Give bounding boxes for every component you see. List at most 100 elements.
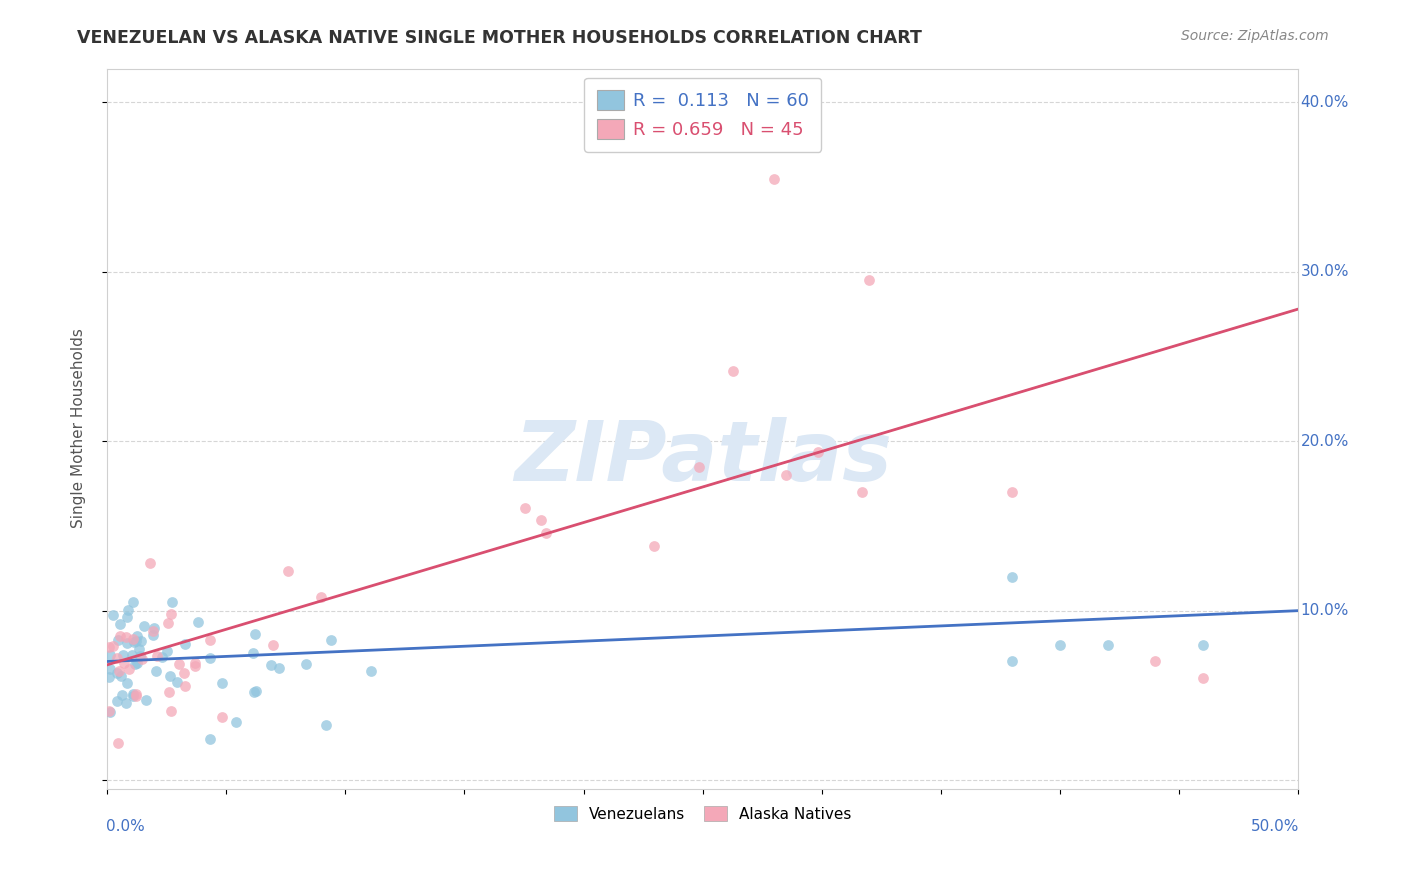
Text: 40.0%: 40.0% [1301,95,1348,110]
Point [277,564,299,578]
Point [124,687,146,701]
Point [157,685,180,699]
Point [108,629,131,643]
Point [315,718,337,732]
Point [115,676,138,690]
Point [129,634,152,648]
Point [173,679,195,693]
Point [98,670,121,684]
Point [198,651,221,665]
Y-axis label: Single Mother Households: Single Mother Households [72,328,86,528]
Point [851,484,873,499]
Point [530,513,553,527]
Point [260,658,283,673]
Point [105,693,128,707]
Point [159,607,181,622]
Point [183,658,205,673]
Text: Source: ZipAtlas.com: Source: ZipAtlas.com [1181,29,1329,43]
Point [118,662,141,676]
Point [125,689,148,703]
Point [198,732,221,747]
Point [115,636,138,650]
Point [122,595,145,609]
Point [360,664,382,678]
Point [100,648,122,662]
Point [124,657,146,671]
Point [157,616,180,631]
Point [198,632,221,647]
Point [139,556,162,570]
Point [159,704,181,718]
Point [107,633,129,648]
Point [131,651,153,665]
Point [1144,655,1167,669]
Point [1001,485,1024,500]
Point [211,710,233,724]
Point [1192,672,1215,686]
Point [245,627,267,641]
Point [159,668,181,682]
Point [321,633,343,648]
Point [160,595,183,609]
Text: 20.0%: 20.0% [1301,434,1348,449]
Point [145,665,167,679]
Point [211,675,233,690]
Point [174,637,197,651]
Point [142,628,165,642]
Point [688,460,710,475]
Point [146,648,169,663]
Point [1001,655,1024,669]
Point [114,630,136,644]
Point [763,171,786,186]
Point [262,638,284,652]
Point [105,665,128,680]
Point [309,590,332,604]
Point [129,648,152,663]
Point [105,650,128,665]
Point [108,664,131,678]
Point [125,629,148,643]
Point [295,657,318,671]
Point [242,685,264,699]
Point [142,624,165,638]
Point [135,693,157,707]
Point [1192,638,1215,652]
Point [112,657,135,671]
Point [242,646,264,660]
Point [98,640,121,655]
Point [515,500,537,515]
Point [122,635,145,649]
Point [107,736,129,750]
Point [807,445,830,459]
Point [775,468,797,483]
Point [121,632,143,646]
Point [536,526,558,541]
Point [245,684,267,698]
Point [150,649,173,664]
Text: VENEZUELAN VS ALASKA NATIVE SINGLE MOTHER HOUSEHOLDS CORRELATION CHART: VENEZUELAN VS ALASKA NATIVE SINGLE MOTHE… [77,29,922,46]
Point [125,657,148,671]
Point [98,662,121,676]
Point [132,619,155,633]
Point [117,602,139,616]
Point [122,687,145,701]
Point [114,696,136,710]
Point [98,704,121,718]
Legend: Venezuelans, Alaska Natives: Venezuelans, Alaska Natives [548,799,858,828]
Point [103,639,125,653]
Point [643,539,665,553]
Point [121,648,143,663]
Point [721,364,744,378]
Text: 0.0%: 0.0% [105,819,145,834]
Point [111,688,134,702]
Point [225,715,247,730]
Point [1001,570,1024,584]
Point [173,666,195,681]
Point [167,657,190,671]
Text: ZIPatlas: ZIPatlas [513,417,891,498]
Point [269,661,291,675]
Point [155,644,177,658]
Point [112,648,135,662]
Point [128,642,150,657]
Text: 50.0%: 50.0% [1251,819,1299,834]
